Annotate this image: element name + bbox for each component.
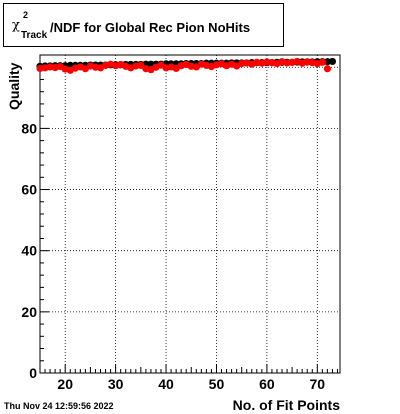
x-tick-label: 70 bbox=[310, 376, 326, 392]
title-subscript: Track bbox=[21, 30, 48, 41]
title-superscript: 2 bbox=[23, 10, 29, 20]
y-axis-label: Quality bbox=[6, 60, 26, 110]
title-text: /NDF for Global Rec Pion NoHits bbox=[50, 20, 251, 35]
black-data-point bbox=[328, 57, 337, 66]
x-axis-label: No. of Fit Points bbox=[232, 397, 340, 413]
x-tick-label: 30 bbox=[108, 376, 124, 392]
tick-labels: 20 30 40 50 60 70 0 20 40 60 80 bbox=[21, 120, 325, 392]
axis-ticks bbox=[39, 54, 338, 374]
y-axis-label-text: Quality bbox=[6, 62, 22, 110]
red-data-point bbox=[318, 58, 326, 66]
x-tick-label: 40 bbox=[158, 376, 174, 392]
y-tick-label: 60 bbox=[21, 182, 37, 198]
y-tick-label: 80 bbox=[21, 120, 37, 136]
chart-title-box: χ 2 Track /NDF for Global Rec Pion NoHit… bbox=[3, 3, 284, 47]
y-tick-label: 40 bbox=[21, 243, 37, 259]
x-tick-label: 20 bbox=[57, 376, 73, 392]
red-data-point bbox=[323, 65, 331, 73]
y-tick-label: 0 bbox=[29, 365, 37, 381]
x-tick-label: 60 bbox=[259, 376, 275, 392]
title-chi: χ bbox=[12, 18, 20, 33]
y-tick-label: 20 bbox=[21, 304, 37, 320]
data-points bbox=[36, 57, 337, 74]
plot-frame bbox=[39, 54, 341, 374]
timestamp: Thu Nov 24 12:59:56 2022 bbox=[4, 401, 114, 411]
x-tick-label: 50 bbox=[209, 376, 225, 392]
